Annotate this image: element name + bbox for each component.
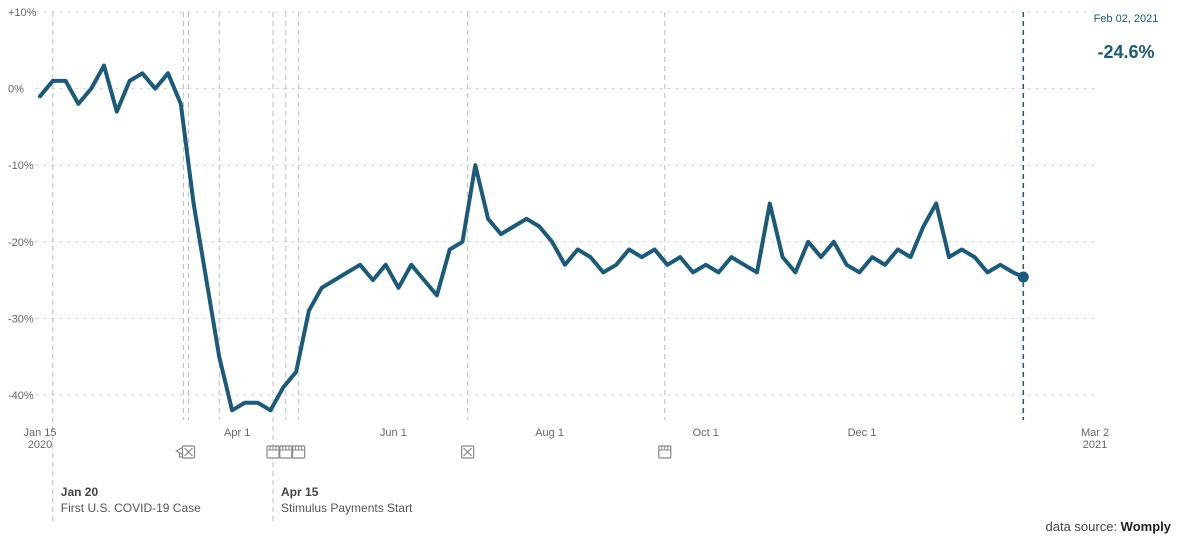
y-tick-label: +10% (8, 7, 37, 19)
closure-icon[interactable] (461, 445, 475, 459)
hover-value-label: -24.6% (1097, 42, 1154, 62)
hover-date-label: Feb 02, 2021 (1094, 13, 1159, 25)
x-tick-label: Jan 15 (23, 427, 56, 439)
x-tick-label: Apr 1 (224, 427, 250, 439)
x-tick-label: Aug 1 (535, 427, 564, 439)
event-date-label: Jan 20 (61, 485, 99, 499)
source-prefix: data source: (1045, 519, 1118, 534)
store-icon[interactable] (292, 445, 306, 459)
source-name: Womply (1120, 519, 1171, 534)
event-description: Stimulus Payments Start (281, 501, 413, 515)
x-tick-label: Mar 2 (1081, 427, 1109, 439)
y-tick-label: -10% (8, 160, 34, 172)
event-markers: Jan 20 First U.S. COVID-19 Case Apr 15 Stim… (52, 12, 672, 525)
y-tick-label: -20% (8, 237, 34, 249)
event-description: First U.S. COVID-19 Case (61, 501, 201, 515)
event-date-label: Apr 15 (281, 485, 319, 499)
y-tick-label: 0% (8, 84, 24, 96)
hover-point[interactable] (1017, 271, 1029, 283)
closure-icon[interactable] (181, 445, 196, 459)
y-tick-label: -30% (8, 313, 34, 325)
x-tick-label: Oct 1 (693, 427, 719, 439)
x-tick-sublabel: 2020 (28, 439, 52, 451)
store-icon[interactable] (279, 445, 293, 459)
y-tick-label: -40% (8, 390, 34, 402)
x-tick-label: Jun 1 (380, 427, 407, 439)
x-tick-label: Dec 1 (848, 427, 877, 439)
hover-indicator[interactable]: Feb 02, 2021 -24.6% (1017, 12, 1159, 420)
x-tick-sublabel: 2021 (1083, 439, 1107, 451)
store-icon[interactable] (266, 445, 280, 459)
store-icon[interactable] (658, 445, 672, 459)
data-source: data source: Womply (1046, 519, 1172, 534)
series-line (38, 63, 1026, 413)
